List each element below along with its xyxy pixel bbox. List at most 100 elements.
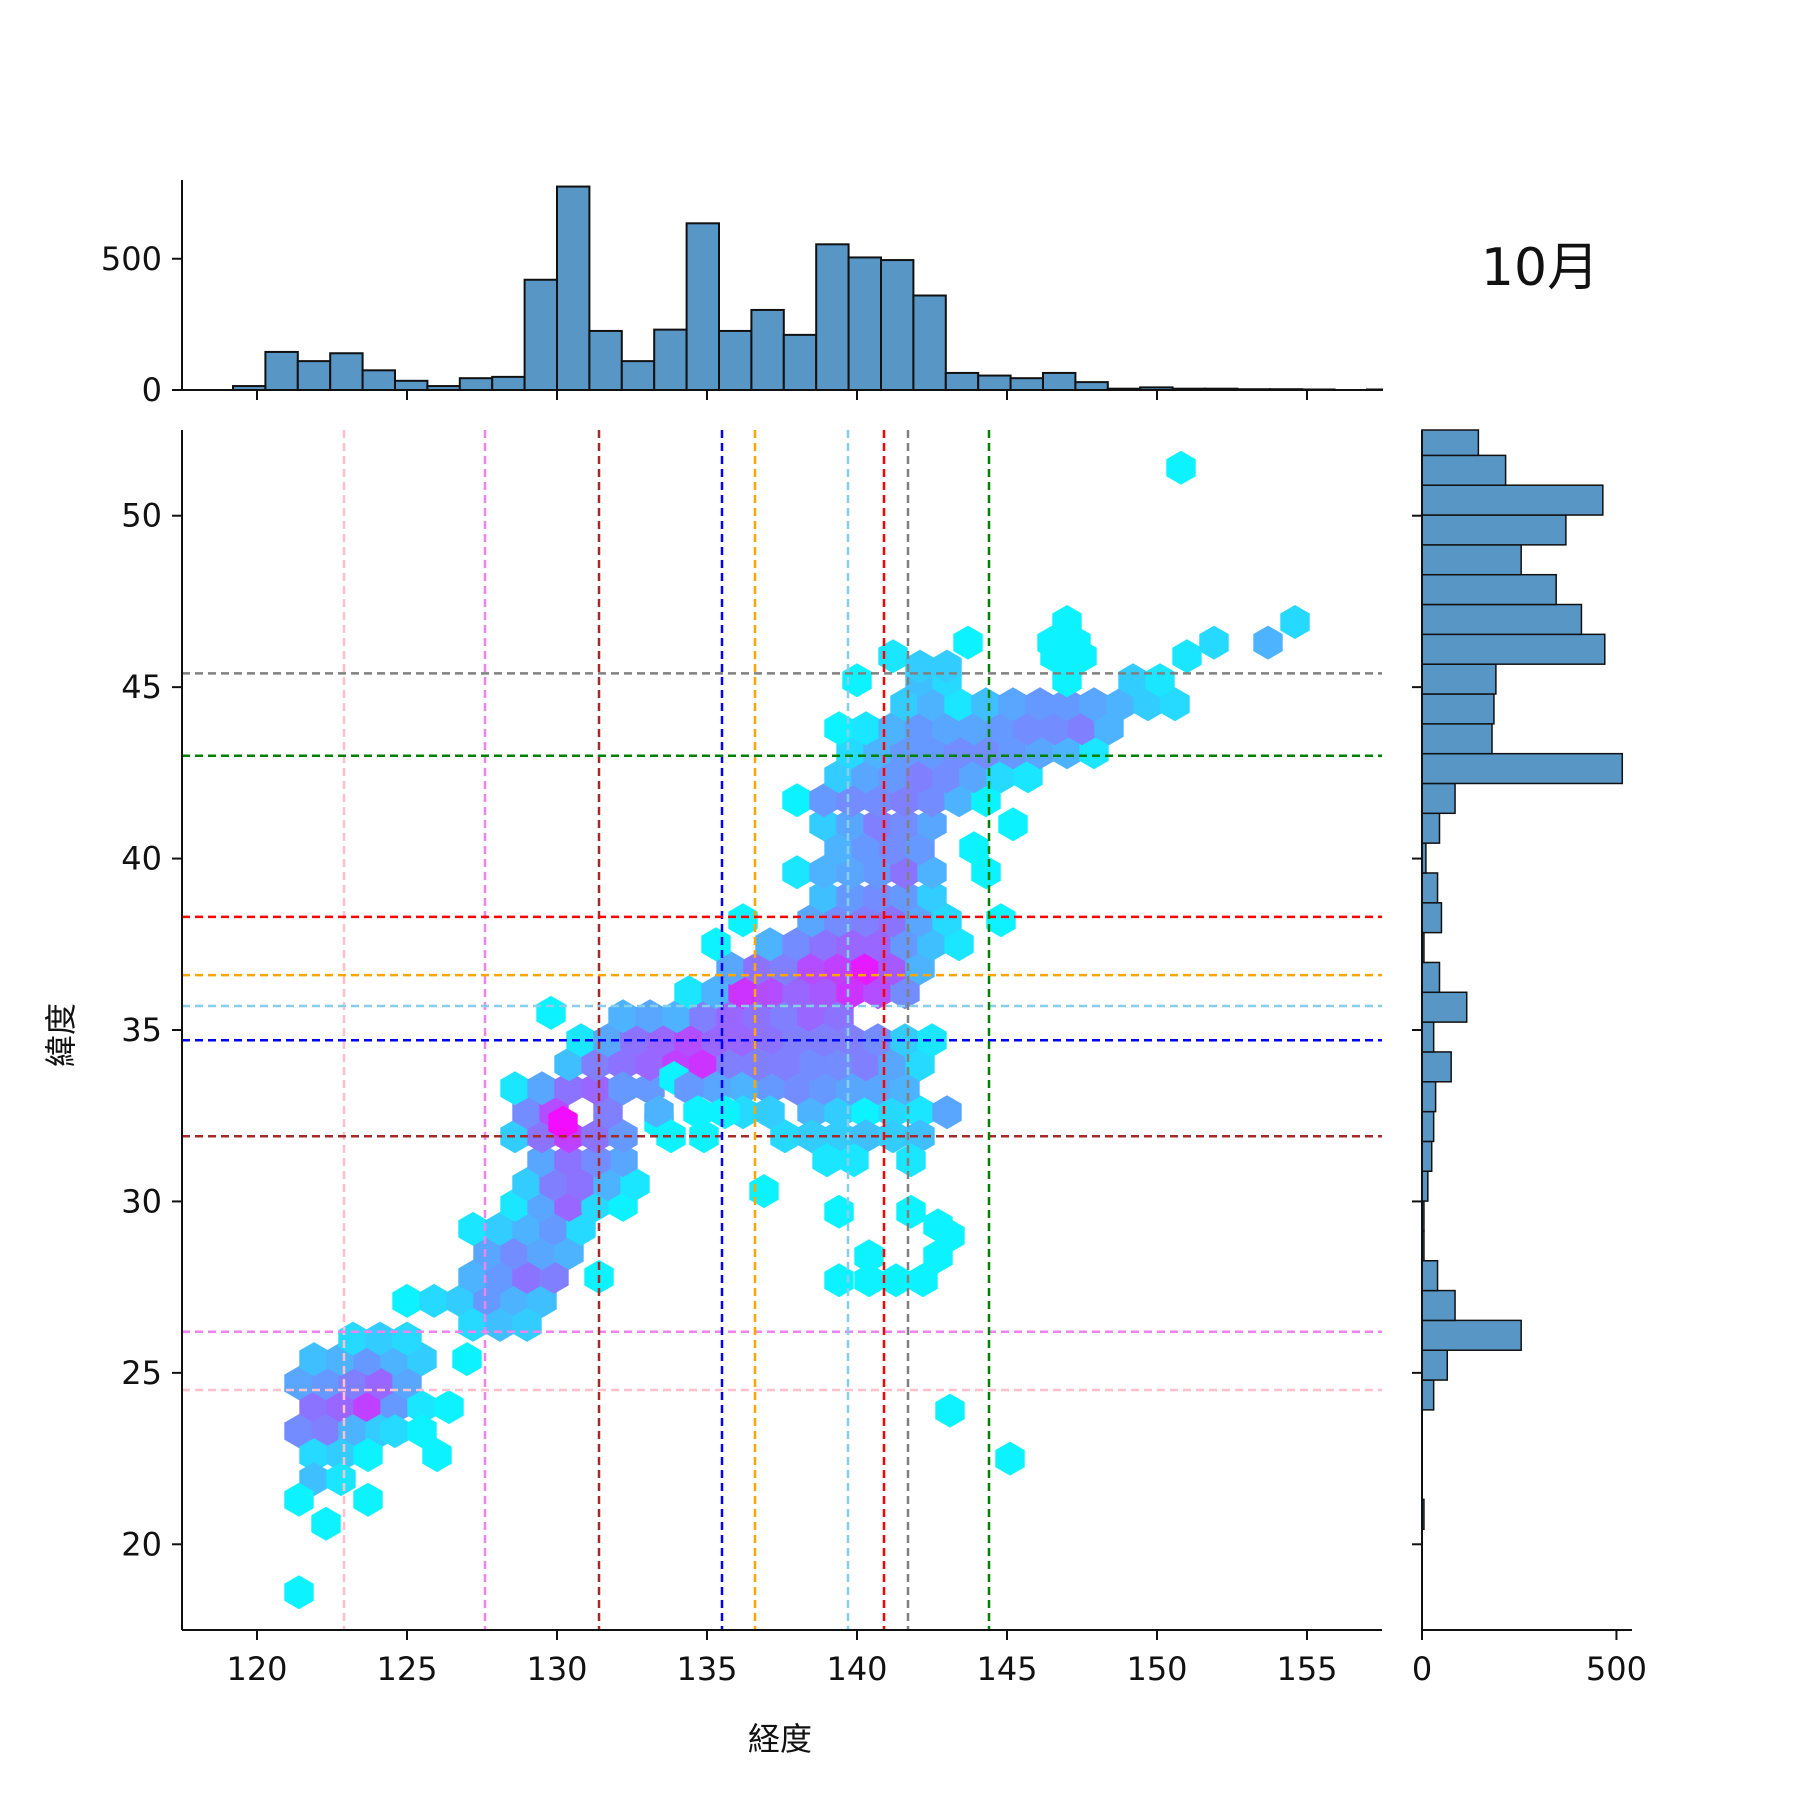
hexbin-cell (716, 1047, 746, 1082)
hexbin-cell (512, 1307, 542, 1342)
hexbin-cell (284, 1414, 314, 1449)
hexbin-cell (905, 951, 935, 986)
right-histogram-bar (1421, 573, 1557, 606)
hexbin-cell (878, 1095, 908, 1130)
top-histogram-bar (264, 350, 299, 391)
hexbin-cell (593, 1095, 623, 1130)
hexbin-cell (824, 1095, 854, 1130)
month-label: 10月 (1481, 238, 1599, 298)
hexbin-cell (971, 735, 1001, 770)
hexbin-cell (539, 1259, 569, 1294)
hexbin-cell (917, 783, 947, 818)
hexbin-cell (644, 1095, 674, 1130)
y-tick-label: 20 (121, 1525, 162, 1563)
hexbin-cell (716, 999, 746, 1034)
hexbin-cell (836, 879, 866, 914)
hexbin-cell (1052, 605, 1082, 639)
right-histogram-bar (1421, 1349, 1449, 1381)
hexbin-cell (755, 975, 785, 1010)
hexbin-cell (836, 807, 866, 842)
hexbin-cell (890, 687, 920, 722)
hexbin-cell (986, 903, 1016, 938)
x-tick-label: 125 (376, 1650, 437, 1688)
hexbin-cell (986, 759, 1016, 794)
hexbin-cell (749, 1174, 779, 1209)
hexbin-cell (890, 735, 920, 770)
x-tick-label: 135 (676, 1650, 737, 1688)
hexbin-cell (944, 687, 974, 722)
hexbin-cell (782, 783, 812, 818)
hexbin-cell (836, 735, 866, 770)
hexbin-cell (500, 1235, 530, 1270)
x-tick-label: 120 (226, 1650, 287, 1688)
hexbin-cell (1172, 639, 1202, 674)
hexbin-cell (770, 999, 800, 1034)
hexbin-cell (854, 1239, 884, 1274)
hexbin-cell (1067, 711, 1097, 746)
top-histogram-bar (458, 377, 494, 391)
right-histogram-bar (1421, 723, 1493, 755)
hexbin-cell (1040, 711, 1070, 746)
hexbin-cell (1013, 711, 1043, 746)
hexbin-cell (923, 1208, 953, 1243)
hexbin-cell (878, 951, 908, 986)
hexbin-cell (755, 1071, 785, 1106)
hexbin-cell (953, 625, 983, 660)
hexbin-cell (512, 1211, 542, 1246)
right-histogram-bar (1421, 1259, 1439, 1292)
hexbin-cell (755, 1095, 785, 1130)
top-histogram-bar (718, 329, 753, 391)
top-histogram-bar (977, 374, 1012, 391)
hexbin-cell (863, 1071, 893, 1106)
hexbin-cell (797, 1095, 827, 1130)
hexbin-cell (890, 975, 920, 1010)
hexbin-cell (284, 1482, 314, 1517)
hexbin-cell (896, 1143, 926, 1178)
right-histogram-bar (1421, 902, 1443, 934)
hexbin-cell (824, 759, 854, 794)
hexbin-cell (527, 1283, 557, 1318)
hexbin-cell (458, 1211, 488, 1246)
hexbin-cell (971, 687, 1001, 722)
y-tick-label: 40 (121, 840, 162, 878)
hexbin-cell (863, 735, 893, 770)
hexbin-cell (917, 855, 947, 890)
hexbin-cell (986, 711, 1016, 746)
top-histogram-bar (491, 375, 526, 391)
hexbin-cell (836, 855, 866, 890)
hexbin-cell (851, 1095, 881, 1130)
hexbin-cell (620, 1167, 650, 1202)
hexbin-cell (809, 783, 839, 818)
hexbin-cell (581, 1071, 611, 1106)
hexbin-cell (851, 951, 881, 986)
hexbin-cell (581, 1143, 611, 1178)
hexbin-cell (851, 711, 881, 746)
hexbin-cell (1118, 663, 1148, 698)
right-histogram-bar (1421, 961, 1441, 994)
x-tick-label: 145 (976, 1650, 1037, 1688)
hexbin-cell (1106, 687, 1136, 722)
hexbin-cell (311, 1414, 341, 1449)
hexbin-cell (419, 1283, 449, 1318)
hexbin-cell (908, 1263, 938, 1298)
y-tick-label: 25 (121, 1354, 162, 1392)
right-histogram-bar (1421, 812, 1441, 844)
hexbin-cell (1160, 687, 1190, 722)
hexbin-cell (380, 1390, 410, 1425)
hexbin-cell (809, 927, 839, 962)
top-histogram-bar (847, 256, 882, 391)
hexbin-cell (905, 831, 935, 866)
hexbin-cell (284, 1575, 314, 1610)
hexbin-cell (863, 879, 893, 914)
hexbin-cell (728, 975, 758, 1010)
hexbin-cell (824, 831, 854, 866)
right-histogram-bar (1421, 872, 1439, 904)
hexbin-cell (593, 1023, 623, 1058)
top-histogram-bar (1074, 381, 1109, 391)
hexbin-cell (824, 999, 854, 1034)
hexbin-cell (836, 1071, 866, 1106)
hexbin-cell (608, 1071, 638, 1106)
hexbin-cell (1079, 687, 1109, 722)
hexbin-cell (701, 927, 731, 962)
hexbin-cell (422, 1438, 452, 1473)
